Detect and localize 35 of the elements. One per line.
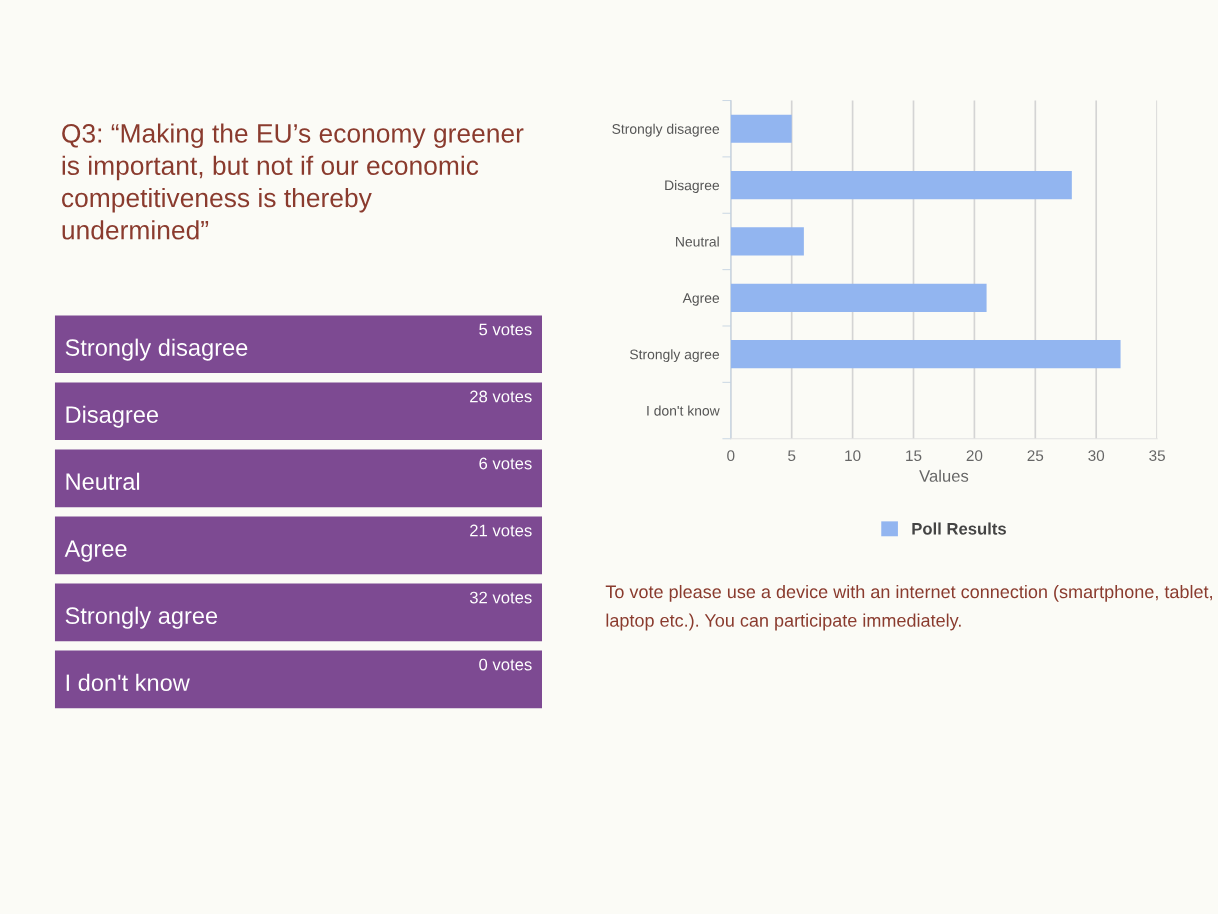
text: 28 votes xyxy=(470,390,532,403)
y-tick-label: I don't know xyxy=(647,405,720,416)
x-tick-label: 0 xyxy=(727,450,735,462)
x-tick-label: 15 xyxy=(906,450,922,462)
x-axis-title: Values xyxy=(919,469,969,482)
x-tick-label: 35 xyxy=(1149,450,1165,462)
bar xyxy=(730,170,1072,200)
y-tick-label: Agree xyxy=(682,293,720,306)
text: 0 votes xyxy=(479,658,532,671)
bar xyxy=(730,340,1121,369)
y-tick-label: Strongly agree xyxy=(629,349,720,363)
text: 32 votes xyxy=(469,591,532,604)
text: 21 votes xyxy=(470,524,532,537)
y-tick-label: Strongly disagree xyxy=(612,123,720,137)
category-label: Neutral xyxy=(66,472,140,491)
text: To vote please use a device with an internet connection (smartphone, tablet, laptop etc.). You can participate immediately. xyxy=(605,584,1212,631)
category-label: I don't know xyxy=(66,673,190,692)
x-tick-label: 20 xyxy=(966,450,983,462)
x-tick-label: 30 xyxy=(1088,450,1105,462)
bar xyxy=(730,114,792,143)
category-label: Agree xyxy=(64,540,127,562)
text: 5 votes xyxy=(479,323,532,336)
y-tick-label: Disagree xyxy=(665,180,720,193)
x-tick-label: 5 xyxy=(788,450,796,462)
category-label: Disagree xyxy=(66,405,158,428)
x-tick-label: 10 xyxy=(845,450,861,462)
x-tick-label: 25 xyxy=(1027,450,1044,462)
category-label: Strongly agree xyxy=(65,606,218,629)
legend-label: Poll Results xyxy=(912,522,1006,535)
bar xyxy=(730,283,987,312)
bar xyxy=(730,227,804,256)
text: Q3: “Making the EU’s economy greener is important, but not if our economic competitiveness is thereby undermined” xyxy=(62,123,524,240)
text: 6 votes xyxy=(479,457,532,470)
y-tick-label: Neutral xyxy=(676,236,719,247)
category-label: Strongly disagree xyxy=(65,338,248,361)
